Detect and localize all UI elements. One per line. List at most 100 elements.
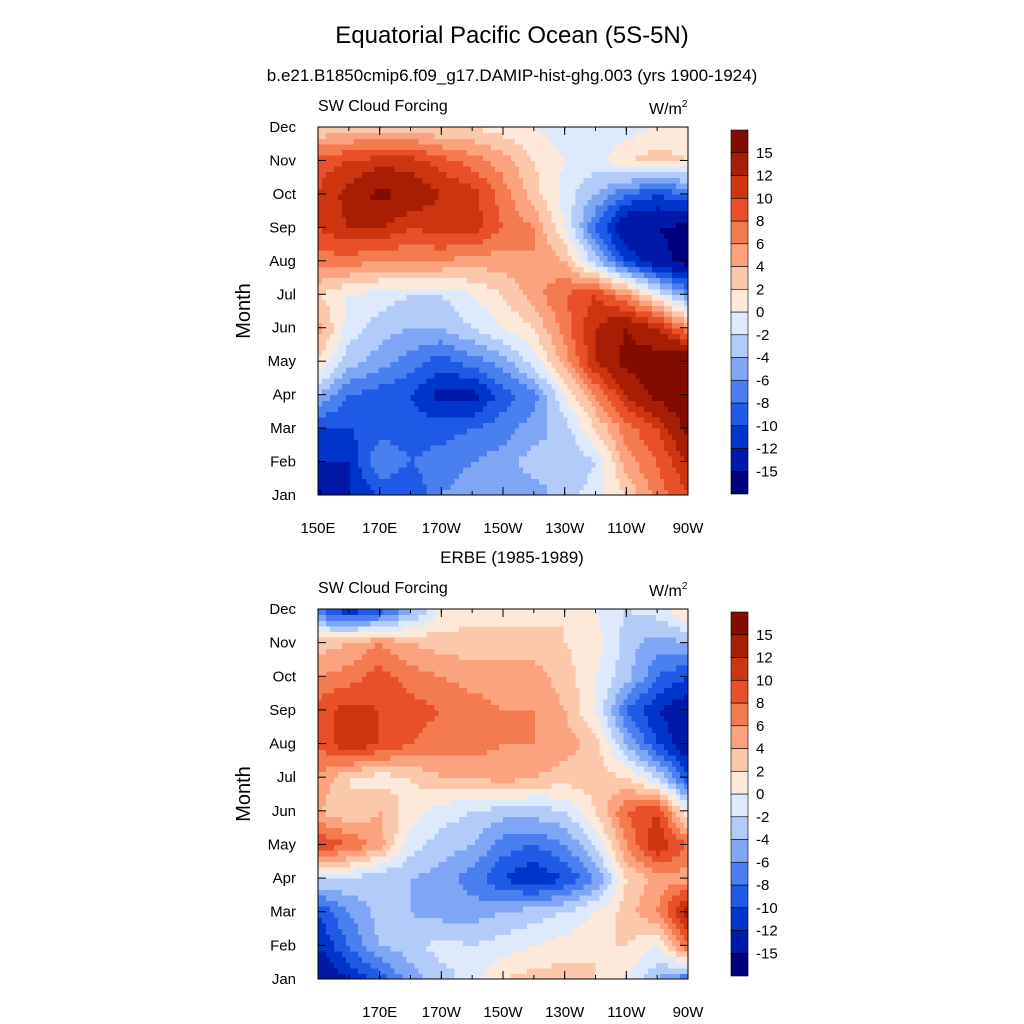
field-cell — [635, 483, 641, 491]
field-cell — [406, 338, 412, 346]
field-cell — [330, 489, 335, 496]
field-cell — [478, 483, 484, 491]
field-cell — [619, 400, 625, 407]
field-cell — [643, 338, 649, 346]
field-cell — [607, 472, 613, 479]
field-cell — [370, 311, 375, 318]
field-cell — [390, 461, 396, 468]
field-cell — [619, 472, 625, 479]
field-cell — [547, 355, 552, 362]
field-cell — [358, 389, 363, 396]
field-cell — [338, 389, 343, 396]
field-cell — [503, 299, 508, 307]
field-cell — [543, 483, 548, 491]
field-cell — [655, 355, 661, 362]
field-cell — [591, 461, 597, 468]
field-cell — [531, 199, 536, 206]
field-cell — [675, 344, 681, 351]
field-cell — [615, 467, 621, 474]
field-cell — [679, 416, 685, 424]
field-cell — [587, 338, 593, 346]
field-cell — [494, 205, 500, 212]
field-cell — [402, 361, 408, 368]
field-cell — [446, 450, 452, 457]
field-cell — [679, 455, 685, 463]
field-cell — [482, 277, 488, 284]
field-cell — [442, 489, 448, 496]
field-cell — [599, 327, 605, 334]
field-cell — [563, 422, 568, 429]
field-cell — [667, 455, 673, 463]
field-cell — [523, 472, 528, 479]
field-cell — [374, 271, 379, 279]
field-cell — [366, 299, 371, 307]
field-cell — [595, 322, 601, 329]
field-cell — [354, 244, 359, 251]
field-cell — [531, 411, 536, 418]
field-cell — [603, 455, 609, 463]
field-cell — [543, 277, 548, 284]
field-cell — [322, 199, 327, 206]
field-cell — [450, 294, 456, 301]
field-cell — [414, 333, 420, 340]
field-cell — [631, 439, 637, 446]
field-cell — [434, 266, 440, 273]
field-cell — [426, 394, 432, 401]
field-cell — [438, 216, 444, 223]
field-cell — [458, 444, 464, 451]
field-cell — [659, 249, 665, 256]
field-cell — [446, 355, 452, 362]
field-cell — [535, 199, 540, 206]
field-cell — [515, 277, 520, 284]
field-cell — [635, 238, 641, 245]
field-cell — [458, 205, 464, 212]
field-cell — [519, 249, 524, 256]
field-cell — [583, 344, 589, 351]
field-cell — [611, 472, 617, 479]
field-cell — [603, 461, 609, 468]
field-cell — [527, 338, 532, 346]
field-cell — [382, 416, 387, 424]
field-cell — [547, 205, 552, 212]
field-cell — [683, 322, 689, 329]
field-cell — [446, 422, 452, 429]
field-cell — [611, 405, 617, 412]
field-cell — [386, 227, 391, 234]
field-cell — [354, 277, 359, 284]
field-cell — [527, 422, 532, 429]
field-cell — [498, 394, 504, 401]
field-cell — [615, 299, 621, 307]
field-cell — [503, 249, 508, 256]
field-cell — [390, 416, 396, 424]
field-cell — [647, 483, 653, 491]
field-cell — [675, 316, 681, 323]
field-cell — [599, 244, 605, 251]
field-cell — [647, 249, 653, 256]
field-cell — [631, 472, 637, 479]
field-cell — [446, 294, 452, 301]
field-cell — [567, 199, 572, 206]
field-cell — [519, 483, 524, 491]
field-cell — [647, 294, 653, 301]
field-cell — [511, 411, 516, 418]
field-cell — [519, 205, 524, 212]
field-cell — [575, 288, 581, 295]
field-cell — [527, 283, 532, 290]
field-cell — [651, 416, 657, 424]
field-cell — [398, 394, 404, 401]
field-cell — [679, 322, 685, 329]
field-cell — [595, 478, 601, 485]
field-cell — [575, 394, 581, 401]
field-cell — [647, 439, 653, 446]
field-cell — [607, 344, 613, 351]
field-cell — [631, 394, 637, 401]
field-cell — [446, 266, 452, 273]
field-cell — [547, 299, 552, 307]
field-cell — [454, 205, 460, 212]
field-cell — [619, 444, 625, 451]
field-cell — [635, 216, 641, 223]
field-cell — [362, 193, 367, 201]
field-cell — [559, 255, 564, 262]
field-cell — [390, 193, 396, 201]
field-cell — [507, 377, 512, 385]
